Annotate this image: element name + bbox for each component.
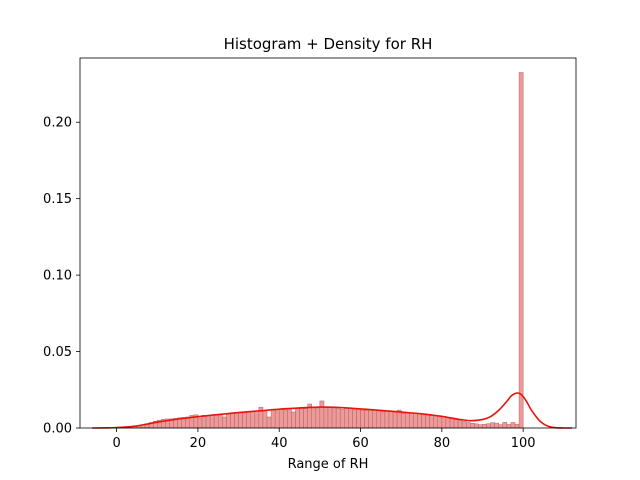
y-axis-ticks: 0.00 0.05 0.10 0.15 0.20 [43, 116, 80, 437]
histogram-bar [518, 72, 524, 429]
histogram-bar [283, 409, 288, 429]
density-curve [92, 392, 572, 429]
y-tick-label: 0.10 [43, 269, 72, 284]
histogram-bar [303, 408, 308, 429]
histogram-bar [400, 413, 406, 429]
x-tick-label: 60 [352, 436, 369, 451]
histogram-bar [360, 410, 365, 429]
histogram-bar [478, 424, 483, 429]
histogram-bar [502, 422, 508, 429]
histogram-bar [242, 412, 247, 429]
histogram-bar [238, 412, 243, 429]
histogram-bar [291, 411, 296, 429]
histogram-bar [433, 415, 439, 429]
histogram-bar [364, 410, 369, 429]
histogram-bar [510, 422, 516, 429]
histogram-bar [287, 408, 292, 429]
histogram-bar [392, 411, 398, 429]
histogram-bar [254, 410, 260, 429]
histogram-bar [323, 407, 329, 429]
histogram-bars [120, 72, 524, 429]
x-tick-label: 100 [511, 436, 536, 451]
histogram-bar [405, 412, 410, 429]
histogram-bar [339, 408, 345, 429]
histogram-bar [319, 400, 325, 429]
y-tick-label: 0.20 [43, 116, 72, 131]
histogram-bar [384, 410, 390, 429]
x-tick-label: 20 [190, 436, 207, 451]
histogram-bar [453, 419, 459, 429]
histogram-bar [514, 423, 520, 429]
histogram-bar [482, 423, 487, 429]
histogram-bar [262, 410, 268, 429]
histogram-bar [437, 415, 443, 429]
histogram-bar [344, 408, 349, 429]
histogram-bar [250, 411, 256, 429]
histogram-bar [465, 422, 471, 429]
histogram-bar [413, 412, 418, 429]
histogram-bar [197, 417, 203, 429]
histogram-bar [213, 414, 219, 429]
histogram-bar [222, 416, 227, 429]
histogram-bar [494, 422, 500, 429]
histogram-bar [409, 412, 414, 429]
x-tick-label: 0 [112, 436, 120, 451]
histogram-bar [445, 417, 451, 429]
histogram-bar [315, 407, 321, 429]
chart-title: Histogram + Density for RH [224, 35, 433, 53]
histogram-bar [490, 422, 495, 429]
histogram-bar [506, 424, 512, 429]
histogram-bar [376, 410, 382, 429]
histogram-bar [331, 408, 337, 429]
histogram-bar [246, 411, 252, 429]
histogram-bar [205, 415, 211, 429]
x-tick-label: 40 [271, 436, 288, 451]
histogram-bar [234, 412, 239, 429]
histogram-bar [311, 408, 317, 429]
histogram-bar [486, 423, 491, 429]
histogram-bar [461, 421, 467, 429]
histogram-bar [230, 413, 235, 429]
histogram-bar [441, 416, 447, 429]
histogram-bar [470, 423, 475, 429]
histogram-bar [474, 423, 479, 429]
y-tick-label: 0.15 [43, 192, 72, 207]
histogram-bar [352, 409, 357, 429]
histogram-bar [421, 413, 426, 429]
y-tick-label: 0.05 [43, 345, 72, 360]
histogram-bar [335, 407, 341, 429]
histogram-bar [417, 413, 422, 429]
histogram-bar [274, 410, 280, 429]
histogram-bar [295, 408, 300, 429]
x-axis-ticks: 0 20 40 60 80 100 [112, 428, 536, 451]
plot-frame [79, 57, 577, 429]
histogram-bar [498, 424, 504, 429]
histogram-bar [278, 409, 284, 429]
histogram-bar [266, 416, 272, 429]
histogram-bar [429, 415, 434, 429]
x-tick-label: 80 [434, 436, 451, 451]
histogram-bar [372, 410, 378, 429]
histogram-bar [299, 408, 304, 429]
histogram-bar [425, 414, 430, 429]
histogram-bar [356, 409, 361, 429]
histogram-bar [380, 411, 386, 429]
histogram-bar [327, 406, 333, 429]
histogram-bar [201, 415, 207, 429]
histogram-bar [217, 413, 223, 429]
histogram-bar [368, 409, 373, 429]
x-axis-label: Range of RH [288, 457, 369, 472]
histogram-bar [449, 418, 455, 429]
histogram-bar [270, 409, 276, 429]
histogram-bar [226, 413, 231, 429]
histogram-bar [388, 411, 394, 429]
histogram-bar [457, 420, 463, 429]
histogram-bar [348, 408, 353, 429]
y-tick-label: 0.00 [43, 422, 72, 437]
histogram-bar [209, 414, 215, 429]
